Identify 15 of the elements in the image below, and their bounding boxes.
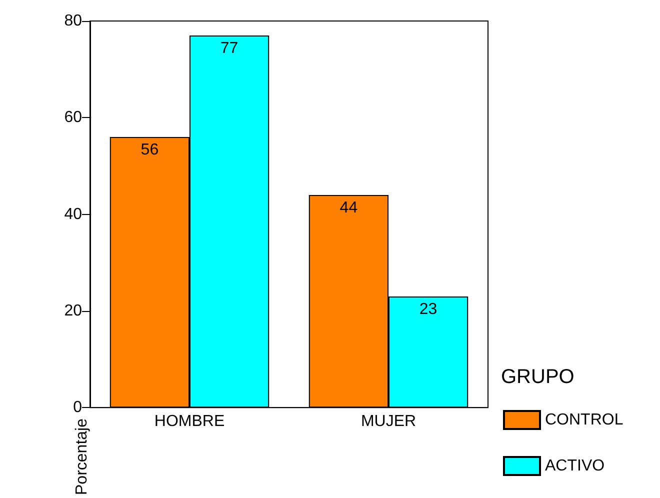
data-label: 56 [140,141,159,158]
data-label: 23 [419,300,438,318]
data-label: 77 [220,40,238,57]
legend-label: CONTROL [545,412,624,428]
y-axis-title: Porcentaje [74,418,90,495]
y-tick-label: 40 [64,206,82,223]
y-tick-label: 0 [73,399,82,416]
x-tick-label: HOMBRE [154,413,225,430]
legend-label: ACTIVO [545,458,605,474]
legend-title: GRUPO [501,366,574,388]
y-tick-label: 20 [64,302,82,320]
data-label: 44 [340,199,358,216]
y-tick-label: 60 [64,109,82,126]
y-tick-label: 80 [64,12,82,30]
x-tick-label: MUJER [360,413,416,430]
